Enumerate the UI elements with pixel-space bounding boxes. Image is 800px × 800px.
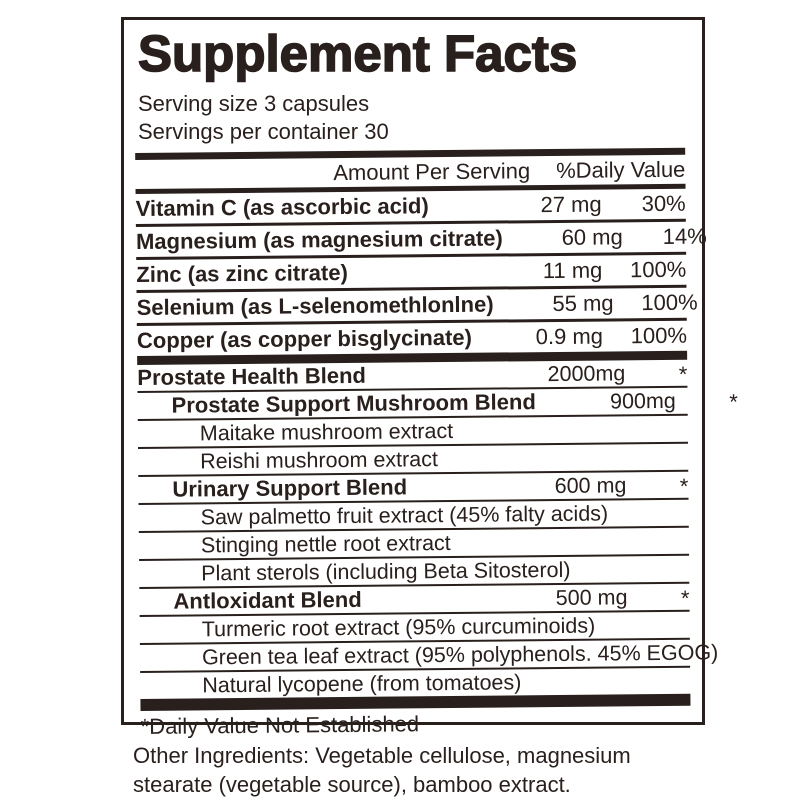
sub-ingredient-row: Plant sterols (including Beta Sitosterol… xyxy=(139,553,690,587)
blend-daily-value: * xyxy=(680,585,690,611)
nutrient-name: Vitamin C (as ascorbic acid) xyxy=(135,193,429,222)
sub-ingredient-name: Natural lycopene (from tomatoes) xyxy=(202,670,522,698)
blend-rows: Prostate Health Blend 2000mg * Prostate … xyxy=(137,360,738,699)
blend-daily-value: * xyxy=(678,361,688,387)
nutrient-daily-value: 14% xyxy=(662,223,707,249)
blend-row: Prostate Support Mushroom Blend 900mg * xyxy=(137,385,738,420)
sub-ingredient-row: Saw palmetto fruit extract (45% falty ac… xyxy=(138,497,689,531)
amount-per-serving-header: Amount Per Serving xyxy=(333,158,531,186)
blend-amount: 900mg xyxy=(609,388,676,414)
sub-ingredient-name: Maitake mushroom extract xyxy=(199,418,454,446)
other-ingredients-text: Other Ingredients: Vegetable cellulose, … xyxy=(133,743,631,797)
blend-row: Urinary Support Blend 600 mg * xyxy=(138,469,689,503)
blend-row: Antloxidant Blend 500 mg * xyxy=(139,581,690,615)
nutrient-rows: Vitamin C (as ascorbic acid) 27 mg 30% M… xyxy=(135,189,707,357)
blend-row: Prostate Health Blend 2000mg * xyxy=(137,360,687,391)
nutrient-amount: 55 mg xyxy=(552,290,614,317)
nutrient-daily-value: 100% xyxy=(629,256,687,283)
serving-size-line: Serving size 3 capsules xyxy=(138,91,370,116)
sub-ingredient-row: Natural lycopene (from tomatoes) xyxy=(140,665,691,699)
nutrient-amount: 27 mg xyxy=(540,191,602,218)
sub-ingredient-name: Stinging nettle root extract xyxy=(200,531,451,558)
nutrient-name: Copper (as copper bisglycinate) xyxy=(136,324,473,354)
blend-name: Prostate Support Mushroom Blend xyxy=(171,389,536,418)
blend-name: Prostate Health Blend xyxy=(137,362,367,391)
sub-ingredient-name: Saw palmetto fruit extract (45% falty ac… xyxy=(200,501,609,530)
nutrient-name: Selenium (as L-selenomethlonlne) xyxy=(136,291,494,321)
nutrient-daily-value: 100% xyxy=(630,322,688,349)
blend-amount: 2000mg xyxy=(547,361,626,387)
nutrient-row: Selenium (as L-selenomethlonlne) 55 mg 1… xyxy=(136,284,698,324)
blend-amount: 600 mg xyxy=(554,473,627,499)
blend-name: Urinary Support Blend xyxy=(172,474,408,502)
blend-daily-value: * xyxy=(729,389,738,415)
servings-per-container-line: Servings per container 30 xyxy=(138,119,389,144)
sub-ingredient-name: Plant sterols (including Beta Sitosterol… xyxy=(201,557,571,586)
supplement-facts-panel: Supplement Facts Serving size 3 capsules… xyxy=(121,17,738,739)
nutrient-row: Zinc (as zinc citrate) 11 mg 100% xyxy=(136,251,687,291)
facts-table: Amount Per Serving %Daily Value Vitamin … xyxy=(135,147,738,742)
sub-ingredient-row: Turmeric root extract (95% curcuminoids) xyxy=(139,609,690,643)
sub-ingredient-name: Reishi mushroom extract xyxy=(200,447,439,474)
column-header-row: Amount Per Serving %Daily Value xyxy=(135,155,685,189)
sub-ingredient-name: Green tea leaf extract (95% polyphenols.… xyxy=(201,640,719,670)
nutrient-name: Magnesium (as magnesium citrate) xyxy=(135,225,503,255)
nutrient-row: Vitamin C (as ascorbic acid) 27 mg 30% xyxy=(136,189,686,224)
blend-amount: 500 mg xyxy=(555,585,628,610)
nutrient-amount: 0.9 mg xyxy=(535,323,604,350)
blend-daily-value: * xyxy=(679,473,689,499)
nutrient-daily-value: 100% xyxy=(641,289,698,316)
sub-ingredient-row: Stinging nettle root extract xyxy=(138,525,690,559)
sub-ingredient-row: Green tea leaf extract (95% polyphenols.… xyxy=(139,637,718,671)
sub-ingredient-name: Turmeric root extract (95% curcuminoids) xyxy=(201,613,596,642)
sub-ingredient-row: Maitake mushroom extract xyxy=(137,413,688,448)
nutrient-amount: 60 mg xyxy=(561,224,623,250)
daily-value-footnote: *Daily Value Not Established xyxy=(140,711,420,739)
nutrient-row: Copper (as copper bisglycinate) 0.9 mg 1… xyxy=(136,317,688,357)
daily-value-header: %Daily Value xyxy=(556,156,686,183)
blend-name: Antloxidant Blend xyxy=(173,586,362,614)
nutrient-daily-value: 30% xyxy=(641,190,686,217)
nutrient-name: Zinc (as zinc citrate) xyxy=(136,259,348,288)
sub-ingredient-row: Reishi mushroom extract xyxy=(137,441,689,475)
nutrient-row: Magnesium (as magnesium citrate) 60 mg 1… xyxy=(135,218,707,258)
panel-title: Supplement Facts xyxy=(137,25,578,83)
nutrient-amount: 11 mg xyxy=(542,257,603,284)
